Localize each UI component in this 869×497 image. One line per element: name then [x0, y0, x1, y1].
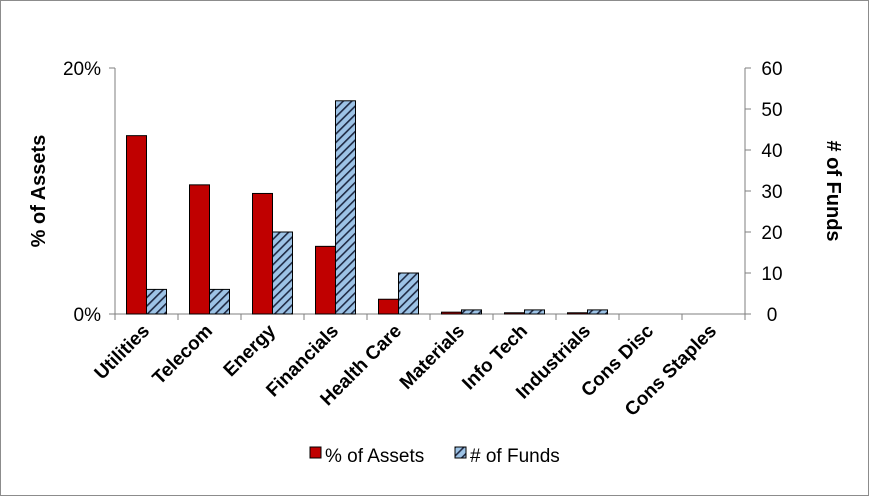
bar-num-funds [335, 100, 356, 315]
right-tick-label: 50 [761, 100, 782, 121]
bar-pct-assets [567, 312, 588, 315]
legend-swatch-pct-assets [309, 446, 322, 459]
category-label: Energy [220, 320, 281, 381]
bar-pct-assets [126, 135, 147, 315]
bar-num-funds [587, 309, 608, 315]
right-tick-label: 10 [761, 264, 782, 285]
bar-pct-assets [189, 184, 210, 315]
bar-pct-assets [504, 312, 525, 315]
category-label: Materials [396, 321, 469, 394]
bar-pct-assets [378, 298, 399, 315]
bar-pct-assets [315, 245, 336, 315]
right-tick-label: 30 [761, 182, 782, 203]
bar-num-funds [209, 288, 230, 315]
bar-num-funds [524, 309, 545, 315]
legend-label-pct-assets: % of Assets [325, 446, 424, 467]
bar-pct-assets [441, 311, 462, 315]
bar-num-funds [398, 272, 419, 315]
right-tick-label: 40 [761, 141, 782, 162]
left-tick-label: 0% [74, 305, 102, 326]
y-axis-title: % of Assets [28, 135, 50, 248]
category-label: Telecom [149, 321, 217, 389]
y2-axis-title: # of Funds [822, 140, 844, 241]
legend-label-num-funds: # of Funds [470, 446, 560, 467]
bar-pct-assets [252, 192, 273, 315]
legend-swatch-num-funds [454, 446, 467, 459]
right-tick-label: 20 [761, 223, 782, 244]
right-tick-label: 60 [761, 59, 782, 80]
category-label: Utilities [91, 321, 154, 384]
bar-num-funds [461, 309, 482, 315]
bar-num-funds [146, 288, 167, 315]
left-tick-label: 20% [63, 59, 101, 80]
right-tick-label: 0 [767, 305, 778, 326]
bar-num-funds [272, 231, 293, 315]
